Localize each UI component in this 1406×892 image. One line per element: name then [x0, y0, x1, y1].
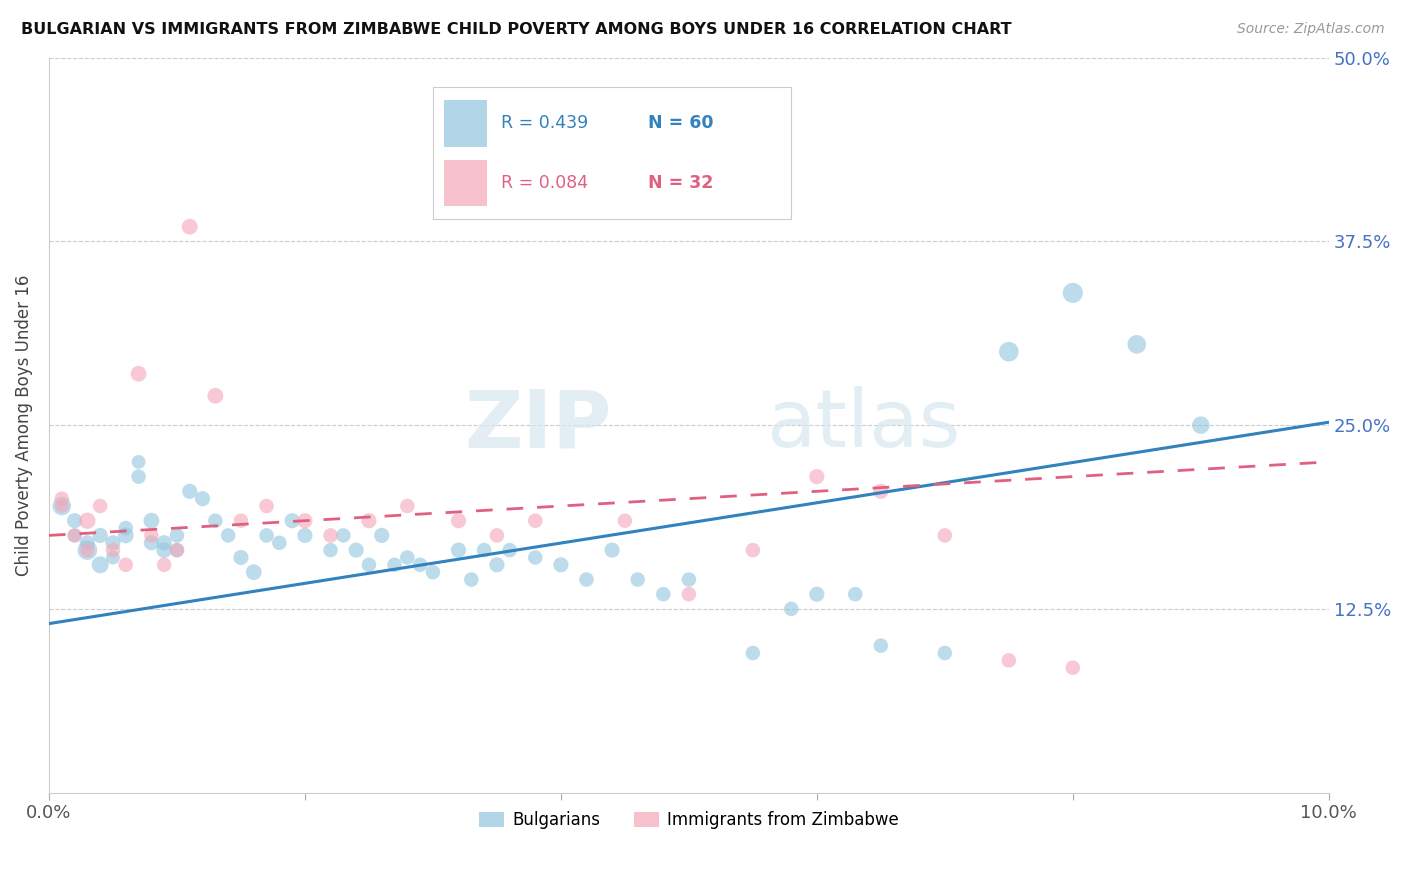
Text: BULGARIAN VS IMMIGRANTS FROM ZIMBABWE CHILD POVERTY AMONG BOYS UNDER 16 CORRELAT: BULGARIAN VS IMMIGRANTS FROM ZIMBABWE CH… [21, 22, 1012, 37]
Point [256, 499, 278, 513]
Point [678, 573, 700, 587]
Point [128, 455, 150, 469]
Point [114, 528, 136, 542]
Point [600, 543, 623, 558]
Point [332, 528, 354, 542]
Point [204, 514, 226, 528]
Point [204, 389, 226, 403]
Point [524, 550, 547, 565]
Point [51, 491, 73, 506]
Point [741, 543, 763, 558]
Point [76, 535, 98, 549]
Point [1189, 418, 1212, 433]
Point [101, 535, 124, 549]
Point [472, 543, 495, 558]
Point [153, 535, 176, 549]
Point [934, 646, 956, 660]
Point [806, 587, 828, 601]
Point [550, 558, 572, 572]
Point [141, 514, 163, 528]
Point [1062, 661, 1084, 675]
Point [153, 558, 176, 572]
Point [179, 484, 201, 499]
Point [101, 550, 124, 565]
Point [217, 528, 239, 542]
Point [613, 514, 636, 528]
Point [63, 528, 86, 542]
Point [229, 514, 252, 528]
Point [1126, 337, 1149, 351]
Point [384, 558, 406, 572]
Text: Source: ZipAtlas.com: Source: ZipAtlas.com [1237, 22, 1385, 37]
Point [869, 639, 891, 653]
Point [806, 469, 828, 483]
Text: atlas: atlas [766, 386, 960, 464]
Point [485, 558, 508, 572]
Point [998, 344, 1021, 359]
Point [344, 543, 367, 558]
Point [114, 521, 136, 535]
Point [1062, 285, 1084, 300]
Point [141, 528, 163, 542]
Point [63, 514, 86, 528]
Point [844, 587, 866, 601]
Point [524, 514, 547, 528]
Point [281, 514, 304, 528]
Legend: Bulgarians, Immigrants from Zimbabwe: Bulgarians, Immigrants from Zimbabwe [472, 805, 905, 836]
Point [166, 543, 188, 558]
Point [141, 535, 163, 549]
Point [741, 646, 763, 660]
Point [485, 528, 508, 542]
Point [499, 543, 522, 558]
Point [128, 469, 150, 483]
Point [63, 528, 86, 542]
Point [76, 514, 98, 528]
Point [179, 219, 201, 234]
Point [575, 573, 598, 587]
Point [678, 587, 700, 601]
Point [780, 602, 803, 616]
Point [934, 528, 956, 542]
Point [869, 484, 891, 499]
Point [191, 491, 214, 506]
Point [242, 565, 264, 579]
Point [319, 543, 342, 558]
Point [101, 543, 124, 558]
Point [89, 558, 111, 572]
Point [166, 528, 188, 542]
Point [229, 550, 252, 565]
Point [319, 528, 342, 542]
Y-axis label: Child Poverty Among Boys Under 16: Child Poverty Among Boys Under 16 [15, 275, 32, 576]
Point [357, 558, 380, 572]
Point [998, 653, 1021, 667]
Point [652, 587, 675, 601]
Point [89, 499, 111, 513]
Point [357, 514, 380, 528]
Point [76, 543, 98, 558]
Point [447, 514, 470, 528]
Point [51, 499, 73, 513]
Point [76, 543, 98, 558]
Point [396, 550, 419, 565]
Point [409, 558, 432, 572]
Point [460, 573, 482, 587]
Point [562, 110, 585, 124]
Point [370, 528, 392, 542]
Point [294, 514, 316, 528]
Point [447, 543, 470, 558]
Point [396, 499, 419, 513]
Point [89, 528, 111, 542]
Point [294, 528, 316, 542]
Point [51, 499, 73, 513]
Point [256, 528, 278, 542]
Point [627, 573, 650, 587]
Point [128, 367, 150, 381]
Text: ZIP: ZIP [465, 386, 612, 464]
Point [269, 535, 291, 549]
Point [422, 565, 444, 579]
Point [153, 543, 176, 558]
Point [166, 543, 188, 558]
Point [114, 558, 136, 572]
